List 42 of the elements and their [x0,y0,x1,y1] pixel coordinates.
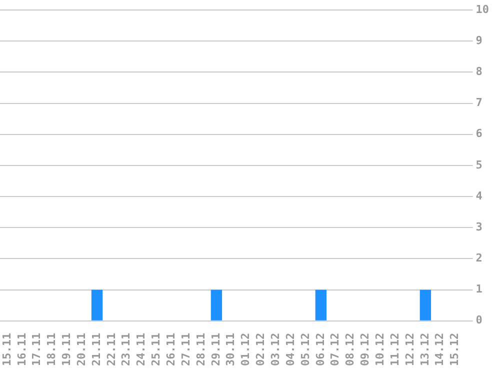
x-tick-label: 21.11 [90,332,103,366]
y-tick-label: 4 [476,189,483,202]
y-tick-label: 5 [476,158,482,172]
x-tick-label: 14.12 [433,332,446,366]
x-tick-label: 05.12 [298,332,312,366]
x-tick-label: 20.11 [74,332,88,366]
y-tick-label: 8 [476,65,482,78]
x-tick-label: 23.11 [120,332,133,366]
x-tick-label: 12.12 [403,332,416,366]
x-tick-label: 03.12 [269,332,282,366]
y-tick-label: 3 [476,220,482,234]
x-tick-label: 15.11 [0,332,14,366]
x-tick-label: 02.12 [254,332,268,366]
x-tick-label: 28.11 [194,332,208,366]
x-tick-label: 25.11 [150,332,163,366]
x-tick-label: 11.12 [388,332,402,366]
y-tick-label: 10 [476,2,490,16]
x-tick-label: 01.12 [239,332,252,366]
x-tick-label: 18.11 [45,332,58,366]
y-tick-label: 9 [476,34,482,47]
x-tick-label: 16.11 [15,332,28,366]
x-tick-label: 26.11 [164,332,178,366]
x-tick-label: 13.12 [418,332,432,366]
x-tick-label: 15.12 [448,332,462,366]
x-tick-label: 07.12 [328,332,342,366]
x-tick-label: 17.11 [30,332,44,366]
y-tick-label: 2 [476,252,482,265]
x-tick-label: 08.12 [344,332,357,366]
y-tick-label: 7 [476,96,482,110]
x-tick-label: 10.12 [374,332,387,366]
x-tick-label: 24.11 [134,332,148,366]
x-tick-label: 27.11 [179,332,192,366]
x-tick-label: 29.11 [209,332,222,366]
y-tick-label: 6 [476,127,483,140]
x-tick-label: 22.11 [104,332,118,366]
x-tick-label: 06.12 [314,332,327,366]
y-tick-label: 0 [476,314,482,327]
x-tick-label: 04.12 [284,332,297,366]
x-tick-label: 19.11 [60,332,74,366]
y-tick-label: 1 [476,282,483,296]
x-tick-label: 30.11 [224,332,238,366]
x-tick-label: 09.12 [358,332,372,366]
